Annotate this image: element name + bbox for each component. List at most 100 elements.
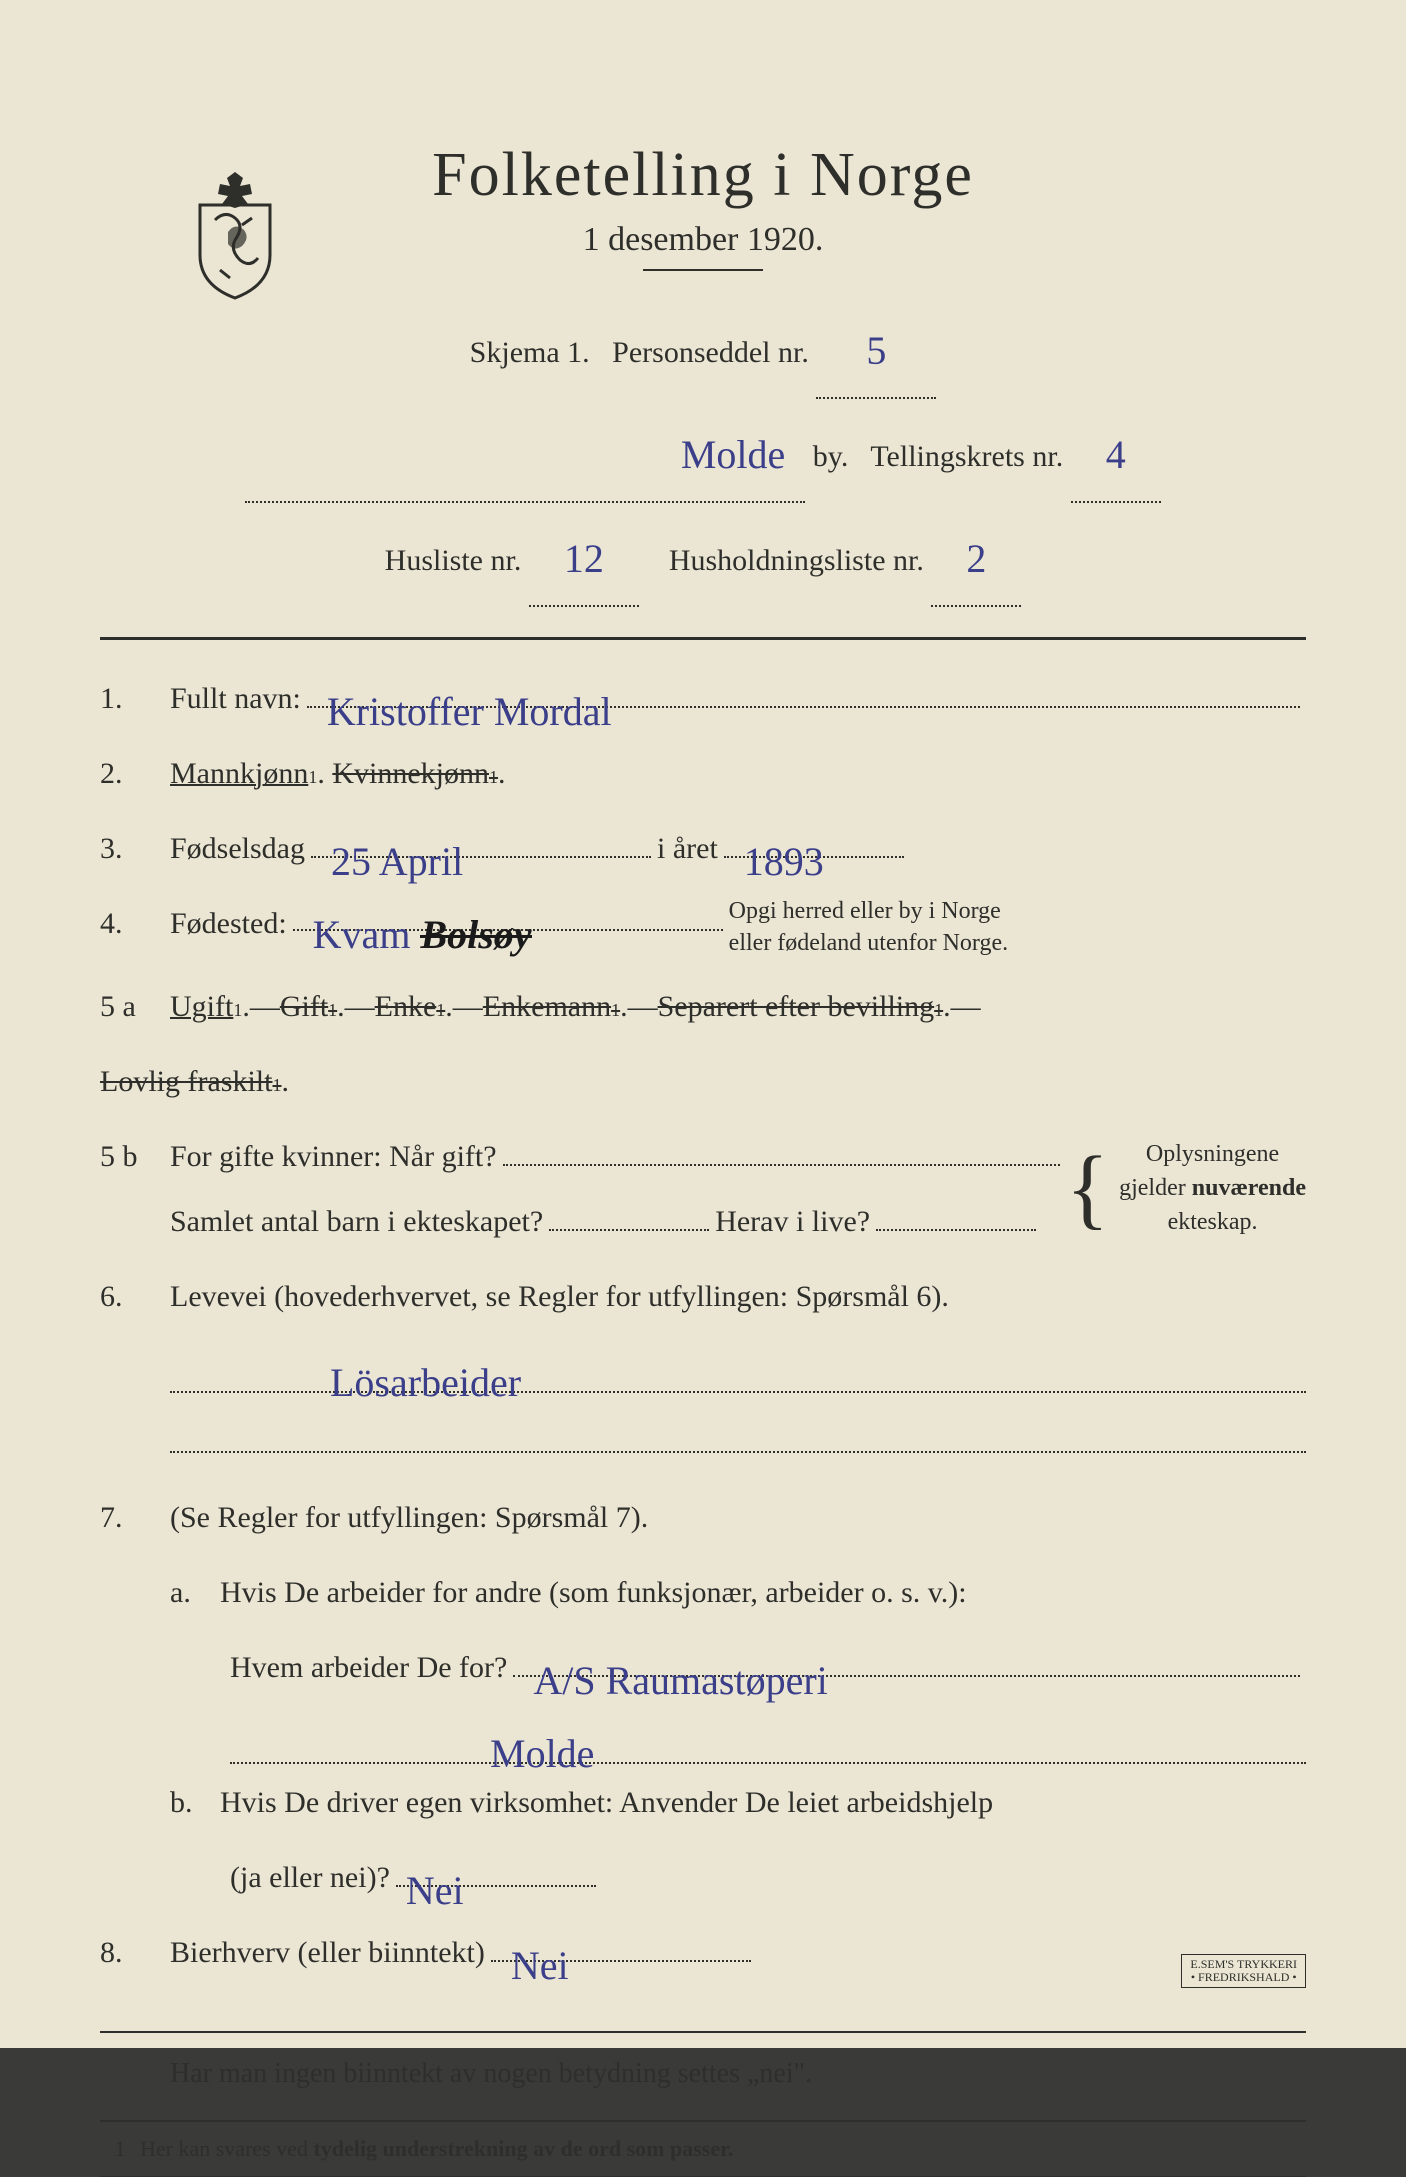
- q5b-row1: 5 b For gifte kvinner: Når gift?: [100, 1128, 1066, 1185]
- q8-num: 8.: [100, 1924, 170, 1981]
- tellingskrets-nr: 4: [1106, 432, 1126, 477]
- q7b-l1: Hvis De driver egen virksomhet: Anvender…: [220, 1774, 993, 1831]
- q2-kvinne: Kvinnekjønn: [332, 745, 489, 802]
- q5a-separert: Separert efter bevilling: [658, 978, 935, 1035]
- q7a-l1: Hvis De arbeider for andre (som funksjon…: [220, 1564, 967, 1621]
- q1-value: Kristoffer Mordal: [327, 674, 612, 710]
- tellingskrets-label: Tellingskrets nr.: [870, 440, 1063, 473]
- q4-num: 4.: [100, 895, 170, 952]
- q1-field: Kristoffer Mordal: [307, 672, 1300, 708]
- q5b-l1: For gifte kvinner: Når gift?: [170, 1128, 497, 1185]
- q5a-d2: —: [345, 978, 375, 1035]
- q5b-block: 5 b For gifte kvinner: Når gift? Samlet …: [100, 1128, 1306, 1250]
- q5b-l2: Samlet antal barn i ekteskapet?: [170, 1193, 543, 1250]
- q2-period-1: .: [317, 745, 325, 802]
- q7a-num: a.: [170, 1564, 220, 1621]
- q8-row: 8. Bierhverv (eller biinntekt) Nei: [100, 1924, 1306, 1981]
- q5a-row: 5 a Ugift1. — Gift1. — Enke1. — Enkemann…: [100, 978, 1306, 1035]
- q5b-note-bold: nuværende: [1192, 1175, 1306, 1201]
- printer-mark: E.SEM'S TRYKKERI • FREDRIKSHALD •: [1181, 1954, 1306, 1988]
- husliste-label: Husliste nr.: [385, 544, 522, 577]
- q7-label: (Se Regler for utfyllingen: Spørsmål 7).: [170, 1489, 648, 1546]
- personseddel-nr: 5: [866, 328, 886, 373]
- by-field: Molde: [245, 405, 805, 503]
- q1-num: 1.: [100, 670, 170, 727]
- q3-row: 3. Fødselsdag 25 April i året 1893: [100, 820, 1306, 877]
- q6-row: 6. Levevei (hovederhvervet, se Regler fo…: [100, 1268, 1306, 1325]
- q5a-num: 5 a: [100, 978, 170, 1035]
- q5b-note-l1: Oplysningene: [1146, 1141, 1279, 1167]
- q2-num: 2.: [100, 745, 170, 802]
- bottom-rule: [100, 2031, 1306, 2033]
- q5a-sup3: 1: [436, 993, 445, 1027]
- q3-num: 3.: [100, 820, 170, 877]
- q5b-note: Oplysningene gjelder nuværende ekteskap.: [1119, 1138, 1306, 1239]
- q5a-sup6: 1: [272, 1068, 281, 1102]
- skjema-label: Skjema 1.: [470, 336, 590, 369]
- q5a-sup5: 1: [934, 993, 943, 1027]
- by-label: by.: [813, 440, 849, 473]
- q5b-row2: Samlet antal barn i ekteskapet? Herav i …: [100, 1193, 1066, 1250]
- q6-num: 6.: [100, 1268, 170, 1325]
- q8-field: Nei: [491, 1926, 751, 1962]
- q2-row: 2. Mannkjønn1. Kvinnekjønn1.: [100, 745, 1306, 802]
- q5b-f2: [549, 1195, 709, 1231]
- footnote-bold: tydelig understrekning av de ord som pas…: [314, 2136, 734, 2161]
- q4-label: Fødested:: [170, 895, 287, 952]
- q1-row: 1. Fullt navn: Kristoffer Mordal: [100, 670, 1306, 727]
- main-rule: [100, 637, 1306, 640]
- husliste-nr: 12: [564, 536, 604, 581]
- q7a-line2: Molde: [230, 1714, 1306, 1764]
- q6-label: Levevei (hovederhvervet, se Regler for u…: [170, 1268, 949, 1325]
- q7b-row2: (ja eller nei)? Nei: [100, 1849, 1306, 1906]
- q4-value: Kvam Bolsøy: [313, 897, 532, 933]
- q7b-value: Nei: [406, 1853, 464, 1889]
- footnote-num: 1: [100, 2128, 140, 2170]
- q7-row: 7. (Se Regler for utfyllingen: Spørsmål …: [100, 1489, 1306, 1546]
- by-value: Molde: [681, 432, 785, 477]
- q5a-fraskilt: Lovlig fraskilt: [100, 1053, 272, 1110]
- q5a-d1: —: [250, 978, 280, 1035]
- q5b-num: 5 b: [100, 1128, 170, 1185]
- printer-l1: E.SEM'S TRYKKERI: [1190, 1957, 1297, 1971]
- coat-of-arms-icon: [180, 160, 290, 300]
- q4-struck: Bolsøy: [420, 912, 531, 957]
- q5a-sup1: 1: [233, 993, 242, 1027]
- personseddel-label: Personseddel nr.: [612, 336, 809, 369]
- footnote-bar: 1 Her kan svares ved tydelig understrekn…: [100, 2120, 1306, 2177]
- form-body: 1. Fullt navn: Kristoffer Mordal 2. Mann…: [100, 670, 1306, 2177]
- brace-icon: {: [1066, 1153, 1109, 1225]
- personseddel-nr-field: 5: [816, 301, 936, 399]
- tellingskrets-field: 4: [1071, 405, 1161, 503]
- q4-value-text: Kvam: [313, 912, 411, 957]
- q4-field: Kvam Bolsøy: [293, 895, 723, 931]
- q7a-value1: A/S Raumastøperi: [533, 1643, 827, 1679]
- q5b-f3: [876, 1195, 1036, 1231]
- q7b-row1: b. Hvis De driver egen virksomhet: Anven…: [100, 1774, 1306, 1831]
- q7a-l2: Hvem arbeider De for?: [230, 1639, 507, 1696]
- q6-value: Lösarbeider: [330, 1345, 521, 1393]
- q5a-ugift: Ugift: [170, 978, 233, 1035]
- q1-label: Fullt navn:: [170, 670, 301, 727]
- meta-block: Skjema 1. Personseddel nr. 5 Molde by. T…: [100, 301, 1306, 607]
- q5a-row2: Lovlig fraskilt1.: [100, 1053, 1306, 1110]
- husholdningsliste-field: 2: [931, 509, 1021, 607]
- q5b-mid: Herav i live?: [715, 1193, 870, 1250]
- q5a-d4: —: [628, 978, 658, 1035]
- husliste-field: 12: [529, 509, 639, 607]
- q5b-f1: [503, 1130, 1060, 1166]
- q7a-value2: Molde: [490, 1716, 594, 1764]
- q4-note: Opgi herred eller by i Norge eller fødel…: [729, 895, 1008, 960]
- q4-row: 4. Fødested: Kvam Bolsøy Opgi herred ell…: [100, 895, 1306, 960]
- q5a-d3: —: [453, 978, 483, 1035]
- q6-line2: [170, 1403, 1306, 1453]
- q7b-l2: (ja eller nei)?: [230, 1849, 390, 1906]
- q8-label: Bierhverv (eller biinntekt): [170, 1924, 485, 1981]
- title-divider: [643, 269, 763, 271]
- q5b-brace-block: { Oplysningene gjelder nuværende ekteska…: [1066, 1138, 1306, 1239]
- q3-year-field: 1893: [724, 822, 904, 858]
- q4-note-l2: eller fødeland utenfor Norge.: [729, 930, 1008, 956]
- q5a-gift: Gift: [280, 978, 328, 1035]
- q2-mann: Mannkjønn: [170, 745, 308, 802]
- q7-num: 7.: [100, 1489, 170, 1546]
